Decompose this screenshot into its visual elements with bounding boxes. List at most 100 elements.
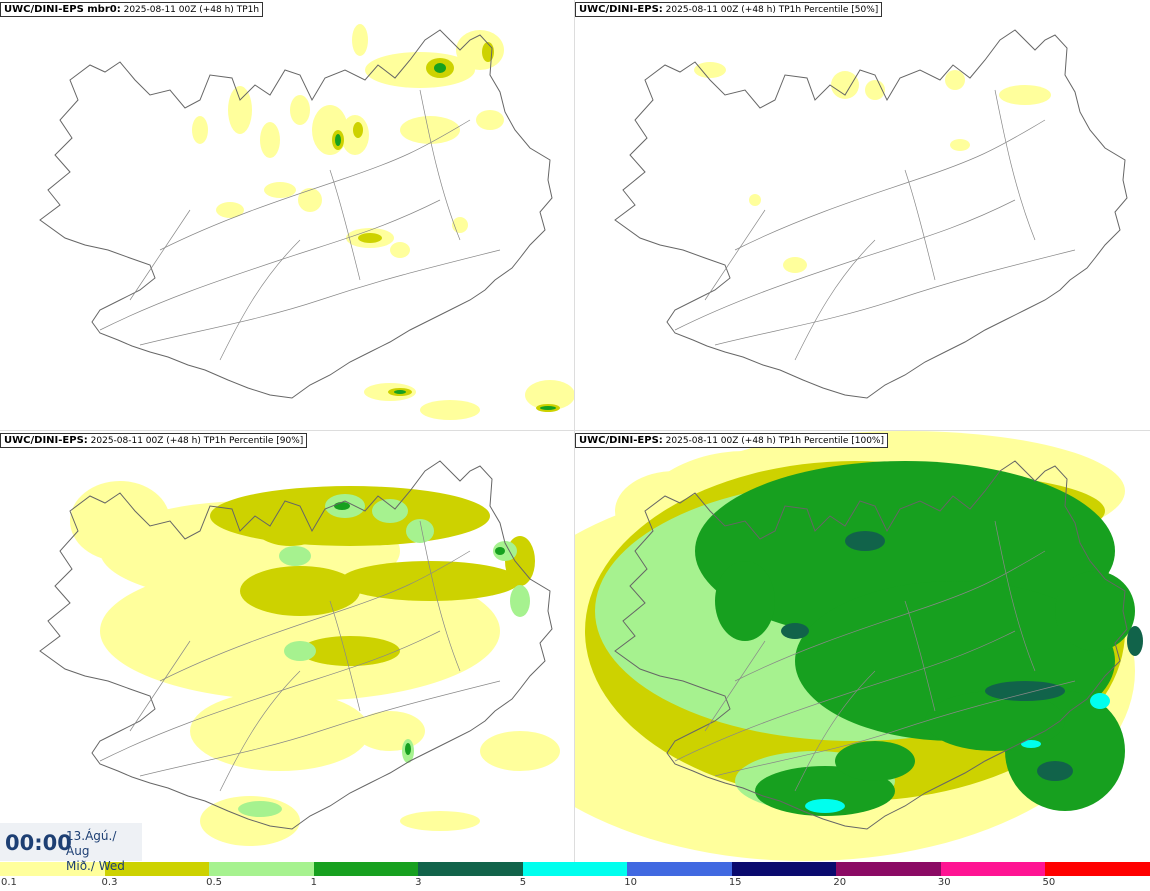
map-panel-member0: UWC/DINI-EPS mbr0: 2025-08-11 00Z (+48 h… [0, 0, 575, 431]
road-line [794, 239, 876, 361]
legend-swatch [1045, 862, 1150, 876]
valid-time-box: 00:00 13.Ágú./ Aug Mið./ Wed [0, 823, 142, 873]
panel-run: 2025-08-11 00Z (+48 h) [665, 5, 776, 15]
precip-area [749, 194, 761, 206]
precip-area [999, 85, 1051, 105]
valid-hour: 00:00 [5, 831, 72, 855]
precip-area [1055, 571, 1135, 651]
precip-area [70, 481, 170, 561]
road-line [994, 520, 1036, 672]
precip-area [284, 641, 316, 661]
precip-area [476, 110, 504, 130]
precip-area [1090, 693, 1110, 709]
panel-model: UWC/DINI-EPS mbr0 [4, 4, 117, 15]
precip-area [456, 30, 504, 70]
precip-area [510, 585, 530, 617]
precip-area [945, 70, 965, 90]
valid-date: 13.Ágú./ Aug Mið./ Wed [66, 829, 142, 874]
road-line [159, 119, 471, 251]
precip-area [540, 406, 556, 410]
precip-area [985, 681, 1065, 701]
legend-tick-label: 0.3 [101, 877, 118, 888]
road-line [674, 630, 1016, 762]
road-line [714, 680, 1076, 777]
precip-area [335, 134, 341, 146]
legend-tick-label: 50 [1042, 877, 1056, 888]
legend-swatch [522, 862, 628, 876]
legend-swatch [731, 862, 837, 876]
precip-area [216, 202, 244, 218]
precip-area [400, 811, 480, 831]
legend-tick-label: 1 [310, 877, 317, 888]
map-panel-percentile-90: UWC/DINI-EPS: 2025-08-11 00Z (+48 h) TP1… [0, 431, 575, 862]
road-line [734, 550, 1046, 682]
road-line [419, 520, 461, 672]
road-line [704, 209, 766, 301]
precip-area [406, 519, 434, 543]
precip-area [783, 257, 807, 273]
iceland-coastline [614, 29, 1128, 399]
legend-swatch [313, 862, 419, 876]
panel-divider-vertical [574, 0, 575, 862]
precip-area [480, 731, 560, 771]
valid-date-line1: 13.Ágú./ Aug [66, 829, 117, 858]
legend-swatch [209, 862, 315, 876]
panel-title: UWC/DINI-EPS: 2025-08-11 00Z (+48 h) TP1… [575, 2, 883, 17]
legend-swatch [940, 862, 1046, 876]
legend-swatch [418, 862, 524, 876]
precip-area [298, 188, 322, 212]
road-line [159, 550, 471, 682]
map-canvas [39, 24, 575, 420]
road-line [129, 640, 191, 732]
panel-run: 2025-08-11 00Z (+48 h) [90, 436, 201, 446]
panel-run: 2025-08-11 00Z (+48 h) [665, 436, 776, 446]
precip-area [353, 122, 363, 138]
road-line [139, 249, 501, 346]
precip-area [715, 561, 775, 641]
map-canvas [614, 29, 1128, 399]
precip-field [192, 24, 575, 420]
valid-date-line2: Mið./ Wed [66, 859, 125, 873]
precip-area [805, 799, 845, 813]
panel-field: TP1h Percentile [50%] [778, 5, 879, 15]
panel-sep: : [116, 4, 121, 15]
precip-area [1127, 626, 1143, 656]
precip-area [525, 380, 575, 410]
precip-area [950, 139, 970, 151]
road-line [734, 119, 1046, 251]
iceland-coastline [39, 460, 553, 830]
legend-swatch [836, 862, 942, 876]
precip-field [70, 481, 560, 846]
road-line [904, 169, 936, 281]
precip-area [228, 86, 252, 134]
panel-run: 2025-08-11 00Z (+48 h) [123, 5, 234, 15]
road-line [994, 89, 1036, 241]
precip-area [845, 531, 885, 551]
legend-swatch [104, 862, 210, 876]
precip-legend: 0.1 0.3 0.5 1 3 5 10 15 20 30 50 [0, 862, 1150, 891]
precip-area [355, 711, 425, 751]
precip-area [334, 502, 350, 510]
legend-tick-label: 10 [624, 877, 637, 888]
road-line [704, 640, 766, 732]
panel-field: TP1h Percentile [100%] [778, 436, 884, 446]
precip-field [694, 62, 1051, 273]
road-line [329, 600, 361, 712]
panel-field: TP1h Percentile [90%] [203, 436, 304, 446]
map-canvas [39, 460, 560, 846]
precip-area [694, 62, 726, 78]
precip-area [831, 71, 859, 99]
map-canvas [575, 431, 1143, 861]
precip-area [390, 242, 410, 258]
panel-field: TP1h [236, 5, 260, 15]
precip-area [420, 400, 480, 420]
map-panel-percentile-50: UWC/DINI-EPS: 2025-08-11 00Z (+48 h) TP1… [575, 0, 1150, 431]
panel-model: UWC/DINI-EPS [4, 435, 84, 446]
legend-tick-label: 15 [728, 877, 742, 888]
precip-area [260, 122, 280, 158]
precip-area [372, 499, 408, 523]
precip-area [352, 24, 368, 56]
iceland-coastline [614, 460, 1128, 830]
map-panel-percentile-100: UWC/DINI-EPS: 2025-08-11 00Z (+48 h) TP1… [575, 431, 1150, 862]
precip-field [575, 431, 1143, 861]
